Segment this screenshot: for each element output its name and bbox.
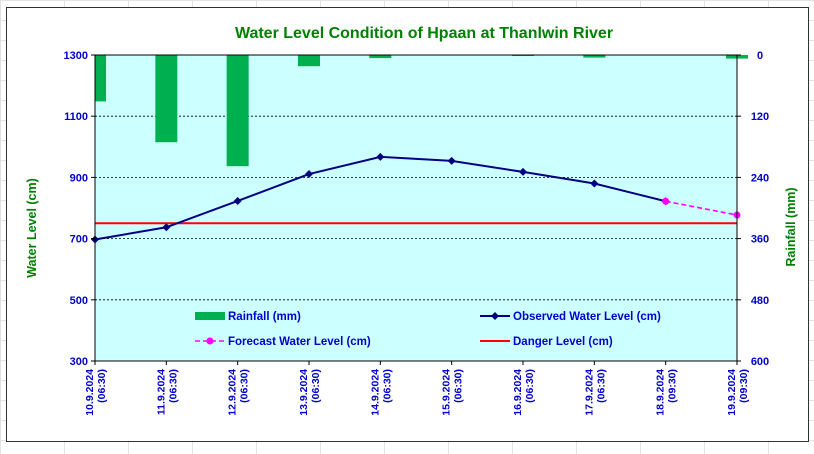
x-tick-time: (06:30) [524, 369, 536, 403]
x-tick-time: (06:30) [167, 369, 179, 403]
forecast-line [665, 200, 738, 216]
axes: 1300 1100 900 700 500 300 0 120 240 360 480 600 10.9… [64, 50, 770, 416]
observed-point [590, 179, 599, 188]
rainfall-bar [369, 55, 392, 59]
y-tick-label: 300 [70, 356, 88, 368]
x-tick-date: 12.9.2024 [227, 369, 239, 416]
x-tick-time: (09:30) [738, 369, 750, 403]
rainfall-bar [512, 55, 534, 57]
x-tick-label: 16.9.2024 (06:30) [512, 369, 536, 416]
y-axis-label: Water Level (cm) [25, 178, 39, 278]
x-tick-time: (09:30) [667, 369, 679, 403]
observed-point [376, 152, 385, 161]
x-tick-time: (06:30) [595, 369, 607, 403]
gridlines [95, 115, 737, 301]
x-tick-time: (06:30) [381, 369, 393, 403]
rainfall-bar [226, 55, 249, 167]
legend-label: Rainfall (mm) [228, 311, 301, 323]
legend-marker-observed [491, 312, 499, 320]
y-tick-label: 500 [70, 295, 88, 307]
y2-tick-label: 240 [751, 172, 769, 184]
observed-point [519, 167, 527, 176]
legend: Rainfall (mm) Observed Water Level (cm) Fo… [195, 311, 661, 348]
y2-tick-label: 0 [757, 50, 763, 62]
x-tick-label: 19.9.2024 (09:30) [726, 369, 750, 416]
y-tick-label: 1300 [64, 50, 88, 62]
y-tick-label: 900 [70, 172, 88, 184]
legend-label: Observed Water Level (cm) [513, 311, 661, 323]
observed-point [233, 196, 242, 205]
x-tick-date: 10.9.2024 [84, 369, 96, 416]
legend-label: Forecast Water Level (cm) [228, 336, 371, 348]
water-level-lines [91, 152, 741, 244]
observed-point [447, 156, 456, 165]
y-tick-label: 1100 [64, 111, 88, 123]
x-tick-date: 15.9.2024 [441, 369, 453, 416]
x-tick-time: (06:30) [310, 369, 322, 403]
x-tick-date: 17.9.2024 [583, 369, 595, 416]
y-tick-label: 700 [70, 234, 88, 246]
x-tick-time: (06:30) [96, 369, 108, 403]
x-tick-label: 11.9.2024 (06:30) [155, 369, 179, 415]
chart-title: Water Level Condition of Hpaan at Thanlw… [235, 25, 613, 42]
x-tick-time: (06:30) [239, 369, 251, 403]
y2-tick-label: 120 [751, 111, 769, 123]
legend-swatch-rainfall [195, 312, 225, 320]
x-tick-label: 15.9.2024 (06:30) [441, 369, 465, 416]
x-tick-date: 14.9.2024 [369, 369, 381, 416]
x-tick-date: 13.9.2024 [298, 369, 310, 416]
x-tick-date: 11.9.2024 [155, 369, 167, 415]
x-tick-label: 17.9.2024 (06:30) [583, 369, 607, 416]
rainfall-bar [583, 55, 606, 58]
observed-point [162, 223, 171, 232]
x-tick-date: 16.9.2024 [512, 369, 524, 416]
rainfall-bar [155, 55, 178, 143]
x-tick-label: 10.9.2024 (06:30) [84, 369, 108, 416]
x-tick-label: 12.9.2024 (06:30) [227, 369, 251, 416]
legend-label: Danger Level (cm) [513, 336, 613, 348]
rainfall-bars [95, 55, 748, 167]
x-tick-time: (06:30) [453, 369, 465, 403]
x-tick-date: 18.9.2024 [655, 369, 667, 416]
x-tick-label: 13.9.2024 (06:30) [298, 369, 322, 416]
y2-tick-label: 600 [751, 356, 769, 368]
rainfall-bar [298, 55, 320, 67]
observed-point [305, 170, 313, 179]
y2-tick-label: 360 [751, 234, 769, 246]
x-tick-label: 18.9.2024 (09:30) [655, 369, 679, 416]
plot-area [95, 55, 737, 361]
x-tick-date: 19.9.2024 [726, 369, 738, 416]
y2-axis-label: Rainfall (mm) [784, 187, 798, 266]
rainfall-bar [95, 55, 106, 102]
forecast-point [662, 197, 670, 205]
x-tick-label: 14.9.2024 (06:30) [369, 369, 393, 416]
legend-marker-forecast [206, 337, 214, 345]
y2-tick-label: 480 [751, 295, 769, 307]
